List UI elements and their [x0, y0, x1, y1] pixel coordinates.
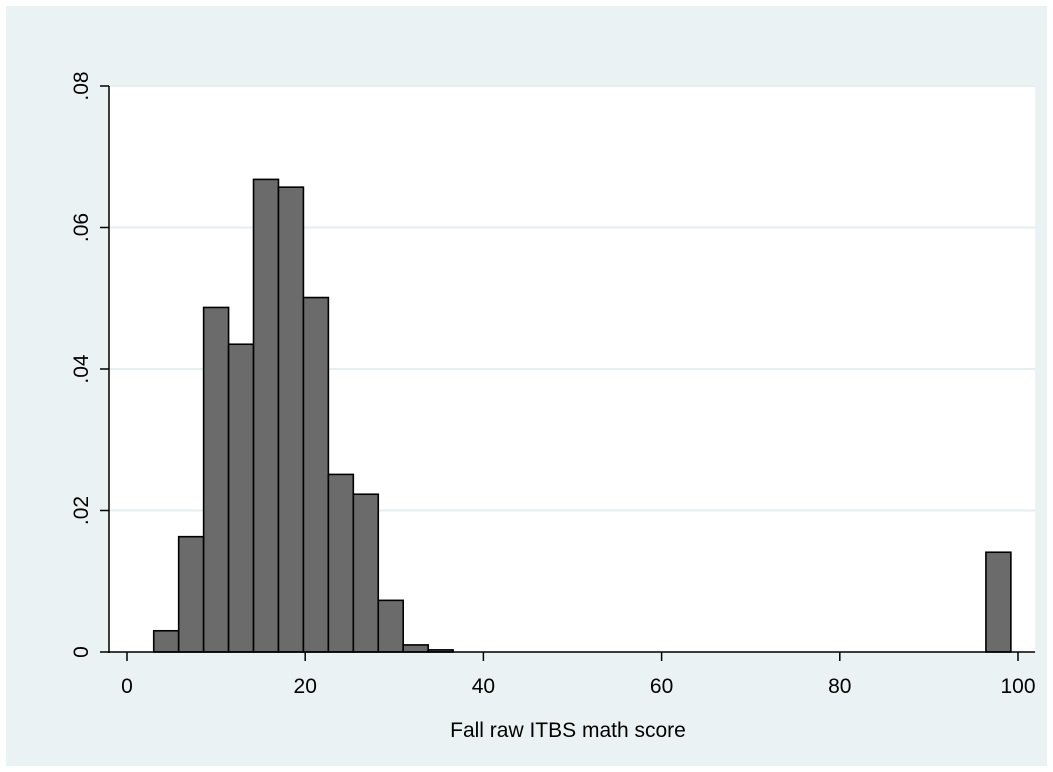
histogram-bar-12	[985, 551, 1012, 653]
y-tick-label-3: .06	[70, 213, 93, 242]
histogram-bar-6	[302, 296, 330, 653]
x-tick-label-5: 100	[1000, 675, 1035, 698]
histogram-bar-5	[277, 186, 305, 653]
x-tick-label-4: 80	[828, 675, 851, 698]
y-tick-label-2: .04	[70, 354, 93, 384]
histogram-chart: 0 .02 .04 .06 .08 0 20 40 60 80 100 Fall raw ITBS…	[70, 71, 1036, 742]
x-tick-label-2: 40	[472, 675, 495, 698]
x-axis-ticks: 0 20 40 60 80 100	[121, 652, 1036, 698]
x-tick-label-3: 60	[650, 675, 673, 698]
x-tick-label-0: 0	[121, 675, 133, 698]
histogram-bar-4	[252, 178, 280, 653]
y-axis-ticks: 0 .02 .04 .06 .08	[70, 71, 109, 658]
y-tick-label-4: .08	[70, 71, 93, 100]
y-tick-label-1: .02	[70, 496, 93, 525]
histogram-bar-2	[202, 306, 230, 653]
histogram-bar-9	[377, 599, 405, 653]
y-tick-label-0: 0	[70, 646, 93, 658]
histogram-bar-7	[327, 473, 355, 653]
histogram-bar-0	[152, 629, 180, 653]
histogram-bar-8	[352, 493, 380, 653]
x-tick-label-1: 20	[294, 675, 317, 698]
chart-frame: 0 .02 .04 .06 .08 0 20 40 60 80 100 Fall raw ITBS…	[6, 6, 1047, 766]
histogram-bar-1	[177, 535, 205, 653]
histogram-bar-3	[227, 343, 255, 653]
x-axis-title: Fall raw ITBS math score	[450, 719, 686, 742]
histogram-bar-10	[402, 644, 429, 653]
